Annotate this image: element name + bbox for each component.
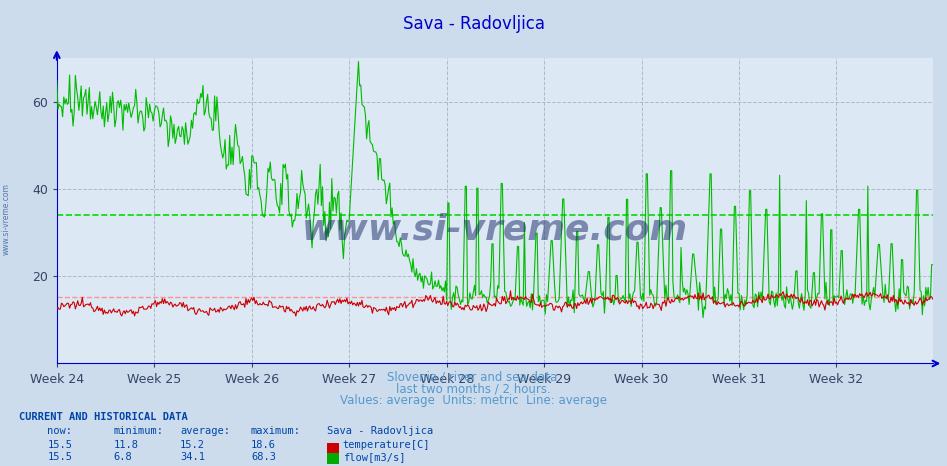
Text: Slovenia / river and sea data.: Slovenia / river and sea data.: [386, 370, 561, 384]
Text: now:: now:: [47, 426, 72, 436]
Text: 18.6: 18.6: [251, 440, 276, 450]
Text: maximum:: maximum:: [251, 426, 301, 436]
Text: Values: average  Units: metric  Line: average: Values: average Units: metric Line: aver…: [340, 394, 607, 407]
Text: 34.1: 34.1: [180, 452, 205, 462]
Text: Sava - Radovljica: Sava - Radovljica: [402, 15, 545, 33]
Text: 68.3: 68.3: [251, 452, 276, 462]
Text: 11.8: 11.8: [114, 440, 138, 450]
Text: www.si-vreme.com: www.si-vreme.com: [302, 212, 688, 246]
Text: CURRENT AND HISTORICAL DATA: CURRENT AND HISTORICAL DATA: [19, 412, 188, 422]
Text: Sava - Radovljica: Sava - Radovljica: [327, 426, 433, 436]
Text: minimum:: minimum:: [114, 426, 164, 436]
Text: flow[m3/s]: flow[m3/s]: [343, 452, 405, 462]
Text: 6.8: 6.8: [114, 452, 133, 462]
Text: 15.5: 15.5: [47, 452, 72, 462]
Text: www.si-vreme.com: www.si-vreme.com: [2, 183, 11, 255]
Text: temperature[C]: temperature[C]: [343, 440, 430, 450]
Text: 15.5: 15.5: [47, 440, 72, 450]
Text: 15.2: 15.2: [180, 440, 205, 450]
Text: average:: average:: [180, 426, 230, 436]
Text: last two months / 2 hours.: last two months / 2 hours.: [396, 382, 551, 395]
